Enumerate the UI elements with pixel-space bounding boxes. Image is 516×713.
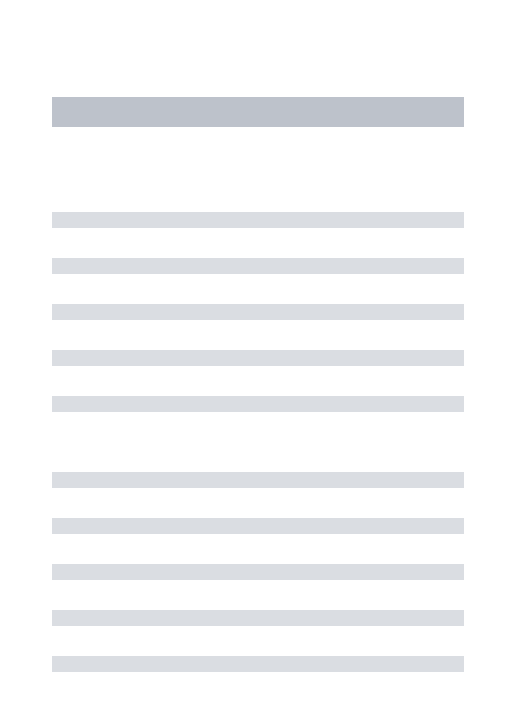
skeleton-line [52, 472, 464, 488]
skeleton-line [52, 564, 464, 580]
skeleton-line [52, 518, 464, 534]
skeleton-line [52, 258, 464, 274]
skeleton-line [52, 610, 464, 626]
skeleton-container [0, 0, 516, 672]
skeleton-group [52, 472, 464, 672]
skeleton-line [52, 656, 464, 672]
skeleton-line [52, 304, 464, 320]
skeleton-line [52, 350, 464, 366]
skeleton-line [52, 396, 464, 412]
skeleton-groups [52, 212, 464, 672]
skeleton-group [52, 212, 464, 412]
header-skeleton-bar [52, 97, 464, 127]
skeleton-line [52, 212, 464, 228]
